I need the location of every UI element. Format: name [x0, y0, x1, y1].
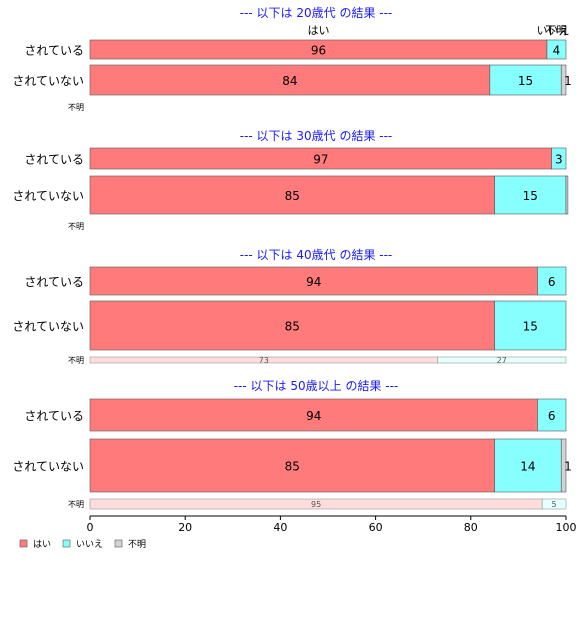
data-label: 84: [282, 74, 297, 88]
legend-label: いいえ: [76, 539, 103, 550]
data-label: 6: [548, 409, 556, 423]
x-tick-label: 60: [369, 521, 383, 534]
data-label: 97: [313, 153, 328, 167]
data-label: 15: [523, 189, 538, 203]
bar-segment-いいえ: [537, 266, 567, 296]
bar-segment-いいえ: [537, 398, 567, 432]
bar-row: されている 94 6: [24, 266, 567, 296]
panel-title: --- 以下は 20歳代 の結果 ---: [240, 6, 393, 20]
row-label: されていない: [12, 460, 84, 474]
data-label: 4: [553, 44, 561, 58]
legend-swatch: [114, 539, 123, 548]
legend-swatch: [19, 539, 28, 548]
x-tick-label: 20: [178, 521, 192, 534]
panel-title: --- 以下は 50歳以上 の結果 ---: [234, 379, 399, 393]
column-header-2: いいえ: [536, 24, 569, 37]
data-label: 1: [564, 460, 572, 474]
bar-segment-いいえ: [541, 498, 567, 510]
legend-swatch: [62, 539, 71, 548]
row-unknown: 不明 73 27: [68, 356, 567, 365]
data-label: 94: [306, 409, 321, 423]
bar-row: されていない 85 15: [12, 300, 567, 351]
data-label: 3: [555, 153, 563, 167]
bar-segment-いいえ: [489, 64, 562, 96]
data-label: 85: [285, 460, 300, 474]
x-tick-label: 100: [556, 521, 577, 534]
bar-segment-いいえ: [546, 39, 567, 60]
data-label: 95: [311, 500, 321, 509]
bar-row: されている 96 4: [24, 39, 567, 60]
bar-segment-不明: [560, 64, 567, 96]
legend-item: いいえ: [62, 539, 103, 550]
data-label: 1: [564, 74, 572, 88]
panel-4: --- 以下は 50歳以上 の結果 --- されている 94 6 されていない 85 14 1…: [12, 379, 572, 510]
data-label: 85: [285, 320, 300, 334]
bar-segment-はい: [89, 175, 495, 215]
row-unknown: 不明: [68, 222, 84, 231]
row-label: されている: [24, 409, 84, 423]
bar-segment-不明: [560, 438, 567, 493]
x-tick-label: 40: [273, 521, 287, 534]
panel-title: --- 以下は 30歳代 の結果 ---: [240, 129, 393, 143]
legend-label: はい: [33, 539, 51, 550]
legend-item: 不明: [114, 539, 146, 550]
row-label: 不明: [68, 356, 84, 365]
row-unknown: 不明: [68, 103, 84, 112]
bar-row: されていない 84 15 1: [12, 64, 572, 96]
row-label: 不明: [68, 222, 84, 231]
bar-segment-いいえ: [494, 175, 567, 215]
data-label: 5: [552, 500, 557, 509]
bar-segment-いいえ: [551, 147, 567, 170]
x-tick-label: 80: [464, 521, 478, 534]
bar-segment-はい: [89, 438, 495, 493]
row-label: 不明: [68, 103, 84, 112]
x-tick-label: 0: [87, 521, 94, 534]
panel-title: --- 以下は 40歳代 の結果 ---: [240, 248, 393, 262]
data-label: 85: [285, 189, 300, 203]
bar-segment-はい: [89, 398, 538, 432]
row-label: されている: [24, 275, 84, 289]
legend-item: はい: [19, 539, 51, 550]
data-label: 15: [523, 320, 538, 334]
row-label: されている: [24, 153, 84, 167]
panel-2: --- 以下は 30歳代 の結果 --- されている 97 3 されていない 85 15 不明: [12, 129, 569, 231]
row-unknown: 不明 95 5: [68, 498, 567, 510]
data-label: 27: [497, 356, 507, 365]
data-label: 14: [520, 460, 535, 474]
data-label: 96: [311, 44, 326, 58]
data-label: 73: [259, 356, 269, 365]
bar-segment-いいえ: [494, 438, 562, 493]
bar-segment-不明: [565, 175, 569, 215]
column-header-3: 不明: [545, 24, 567, 37]
bar-row: されている 94 6: [24, 398, 567, 432]
data-label: 6: [548, 275, 556, 289]
bar-segment-はい: [89, 266, 538, 296]
bar-row: されていない 85 14 1: [12, 438, 572, 493]
row-label: されていない: [12, 189, 84, 203]
legend-label: 不明: [128, 539, 146, 550]
row-label: されていない: [12, 74, 84, 88]
panel-1: --- 以下は 20歳代 の結果 --- されている 96 4 されていない 84 15 1 不…: [12, 6, 571, 112]
bar-row: されている 97 3: [24, 147, 567, 170]
row-label: 不明: [68, 500, 84, 509]
bar-row: されていない 85 15: [12, 175, 569, 215]
bar-segment-いいえ: [437, 356, 567, 364]
data-label: 15: [518, 74, 533, 88]
row-label: されている: [24, 44, 84, 58]
column-header-1: はい: [307, 24, 329, 37]
data-label: 94: [306, 275, 321, 289]
bar-segment-いいえ: [494, 300, 567, 351]
row-label: されていない: [12, 320, 84, 334]
panel-3: --- 以下は 40歳代 の結果 --- されている 94 6 されていない 85 15 不明…: [12, 248, 567, 365]
